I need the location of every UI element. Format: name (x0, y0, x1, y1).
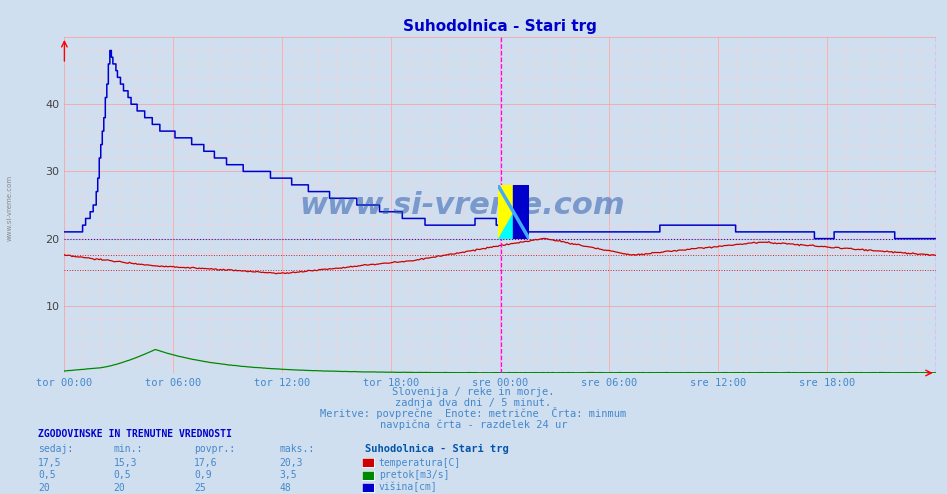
Text: 25: 25 (194, 483, 205, 493)
Text: pretok[m3/s]: pretok[m3/s] (379, 470, 449, 480)
Text: www.si-vreme.com: www.si-vreme.com (7, 174, 12, 241)
Text: Slovenija / reke in morje.: Slovenija / reke in morje. (392, 387, 555, 397)
Text: 20: 20 (38, 483, 49, 493)
Text: min.:: min.: (114, 444, 143, 454)
Text: 20: 20 (114, 483, 125, 493)
Text: 17,5: 17,5 (38, 458, 62, 468)
Text: 17,6: 17,6 (194, 458, 218, 468)
Text: 0,9: 0,9 (194, 470, 212, 480)
Text: maks.:: maks.: (279, 444, 314, 454)
Text: navpična črta - razdelek 24 ur: navpična črta - razdelek 24 ur (380, 419, 567, 430)
Polygon shape (513, 185, 529, 239)
Title: Suhodolnica - Stari trg: Suhodolnica - Stari trg (403, 19, 597, 35)
Polygon shape (498, 185, 529, 239)
Text: 20,3: 20,3 (279, 458, 303, 468)
Text: ZGODOVINSKE IN TRENUTNE VREDNOSTI: ZGODOVINSKE IN TRENUTNE VREDNOSTI (38, 429, 232, 439)
Polygon shape (498, 185, 529, 239)
Text: višina[cm]: višina[cm] (379, 482, 438, 493)
Text: povpr.:: povpr.: (194, 444, 235, 454)
Text: 15,3: 15,3 (114, 458, 137, 468)
Text: 48: 48 (279, 483, 291, 493)
Text: 0,5: 0,5 (38, 470, 56, 480)
Text: Suhodolnica - Stari trg: Suhodolnica - Stari trg (365, 444, 509, 454)
Text: 3,5: 3,5 (279, 470, 297, 480)
Text: temperatura[C]: temperatura[C] (379, 458, 461, 468)
Text: 0,5: 0,5 (114, 470, 132, 480)
Text: Meritve: povprečne  Enote: metrične  Črta: minmum: Meritve: povprečne Enote: metrične Črta:… (320, 407, 627, 419)
Text: www.si-vreme.com: www.si-vreme.com (299, 191, 625, 219)
Text: sedaj:: sedaj: (38, 444, 73, 454)
Text: zadnja dva dni / 5 minut.: zadnja dva dni / 5 minut. (396, 398, 551, 408)
